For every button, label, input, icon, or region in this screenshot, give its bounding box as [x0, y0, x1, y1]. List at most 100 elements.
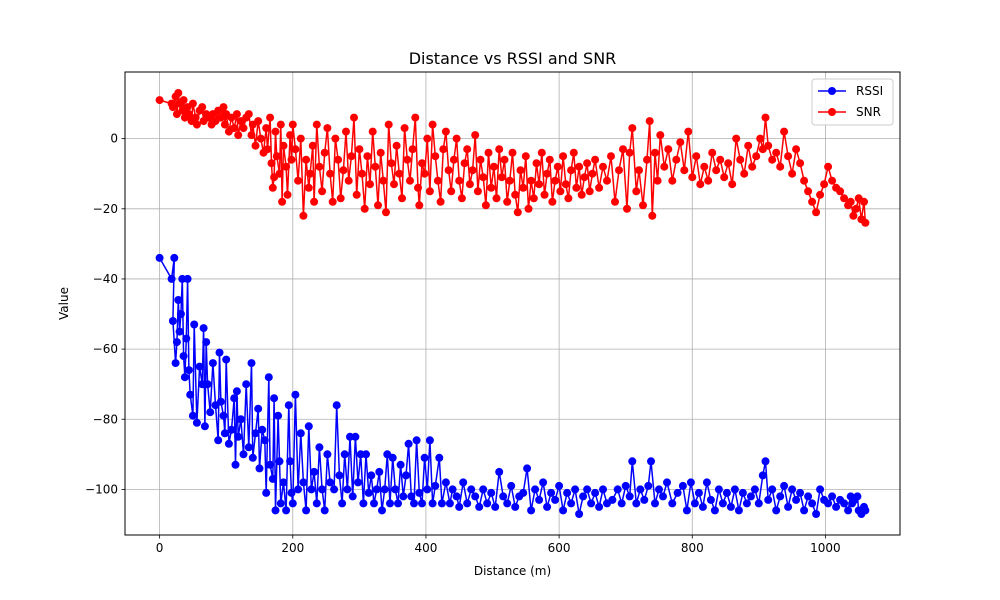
data-point-snr [551, 176, 560, 185]
data-point-rssi [764, 495, 773, 504]
data-point-rssi [463, 499, 472, 508]
data-point-rssi [247, 359, 256, 368]
data-point-rssi [780, 481, 789, 490]
data-point-snr [318, 187, 327, 196]
data-point-snr [619, 145, 627, 154]
data-point-rssi [323, 450, 332, 459]
data-point-rssi [176, 310, 185, 318]
data-point-snr [535, 180, 544, 189]
data-point-snr [692, 152, 701, 161]
data-point-rssi [200, 422, 209, 431]
data-point-rssi [242, 380, 251, 389]
data-point-snr [294, 176, 303, 185]
data-point-snr [306, 169, 315, 178]
data-point-snr [846, 197, 855, 206]
data-point-snr [379, 176, 388, 185]
data-point-snr [583, 159, 592, 168]
data-point-snr [625, 148, 634, 157]
data-point-snr [780, 127, 789, 136]
data-point-rssi [467, 485, 476, 494]
data-point-snr [220, 120, 229, 129]
data-point-rssi [340, 450, 349, 459]
data-point-rssi [388, 453, 397, 462]
data-point-rssi [394, 499, 402, 508]
data-point-rssi [710, 506, 719, 515]
data-point-rssi [367, 471, 376, 480]
data-point-snr [230, 124, 239, 133]
data-point-rssi [275, 457, 284, 466]
data-point-rssi [362, 450, 370, 459]
data-point-rssi [431, 481, 440, 490]
data-point-rssi [425, 436, 434, 445]
data-point-rssi [364, 488, 373, 497]
data-point-snr [371, 162, 380, 171]
data-point-rssi [239, 450, 248, 459]
plot-frame [124, 71, 901, 536]
data-point-snr [368, 127, 377, 136]
data-point-rssi [523, 464, 532, 473]
data-point-snr [708, 148, 717, 157]
data-point-rssi [824, 499, 833, 508]
data-point-rssi [248, 453, 257, 462]
data-point-rssi [475, 502, 484, 511]
chart-title: Distance vs RSSI and SNR [409, 49, 617, 68]
data-point-rssi [174, 296, 183, 304]
data-point-snr [540, 190, 549, 199]
data-point-snr [808, 197, 817, 206]
y-tick-label: 0 [110, 132, 118, 146]
data-point-rssi [861, 506, 870, 515]
data-point-rssi [320, 506, 329, 515]
data-point-snr [174, 89, 183, 97]
y-axis: −100 −80 −60 −40 −20 0 [85, 132, 125, 496]
data-point-rssi [254, 404, 263, 413]
data-point-rssi [279, 478, 288, 487]
data-point-snr [524, 204, 533, 213]
data-point-snr [262, 124, 271, 133]
data-point-rssi [404, 439, 413, 448]
data-point-rssi [224, 439, 233, 448]
data-point-snr [564, 194, 573, 203]
data-point-rssi [234, 432, 243, 441]
data-point-rssi [255, 464, 264, 473]
data-point-snr [503, 197, 512, 206]
data-point-rssi [535, 495, 544, 504]
data-point-rssi [216, 397, 225, 406]
data-point-rssi [310, 467, 319, 476]
data-point-snr [296, 134, 305, 143]
data-point-rssi [215, 348, 224, 357]
data-point-rssi [678, 481, 687, 490]
data-point-rssi [372, 485, 381, 494]
data-point-snr [283, 190, 292, 199]
data-point-snr [279, 141, 288, 150]
data-point-rssi [271, 506, 280, 515]
y-tick-label: −60 [93, 342, 118, 356]
data-point-snr [423, 134, 432, 143]
data-point-snr [428, 120, 437, 129]
data-point-snr [431, 152, 440, 161]
data-point-rssi [402, 471, 410, 480]
data-point-snr [511, 190, 520, 199]
series-layer [155, 89, 870, 518]
data-point-rssi [231, 460, 240, 469]
data-point-snr [664, 145, 673, 154]
data-point-rssi [750, 485, 759, 494]
data-point-rssi [800, 506, 809, 515]
data-point-snr [374, 201, 382, 210]
data-point-snr [752, 152, 761, 161]
data-point-snr [728, 180, 737, 189]
data-point-snr [390, 180, 398, 189]
data-point-rssi [617, 499, 626, 508]
data-point-snr [312, 120, 321, 129]
data-point-snr [286, 131, 295, 140]
data-point-snr [336, 194, 345, 203]
data-point-snr [403, 155, 412, 164]
data-point-snr [271, 127, 280, 136]
data-point-snr [395, 169, 404, 178]
data-point-rssi [318, 485, 327, 494]
data-point-snr [824, 162, 833, 171]
data-point-rssi [270, 394, 279, 403]
x-tick-label: 200 [281, 541, 304, 555]
data-point-snr [508, 148, 517, 157]
data-point-snr [425, 187, 434, 196]
